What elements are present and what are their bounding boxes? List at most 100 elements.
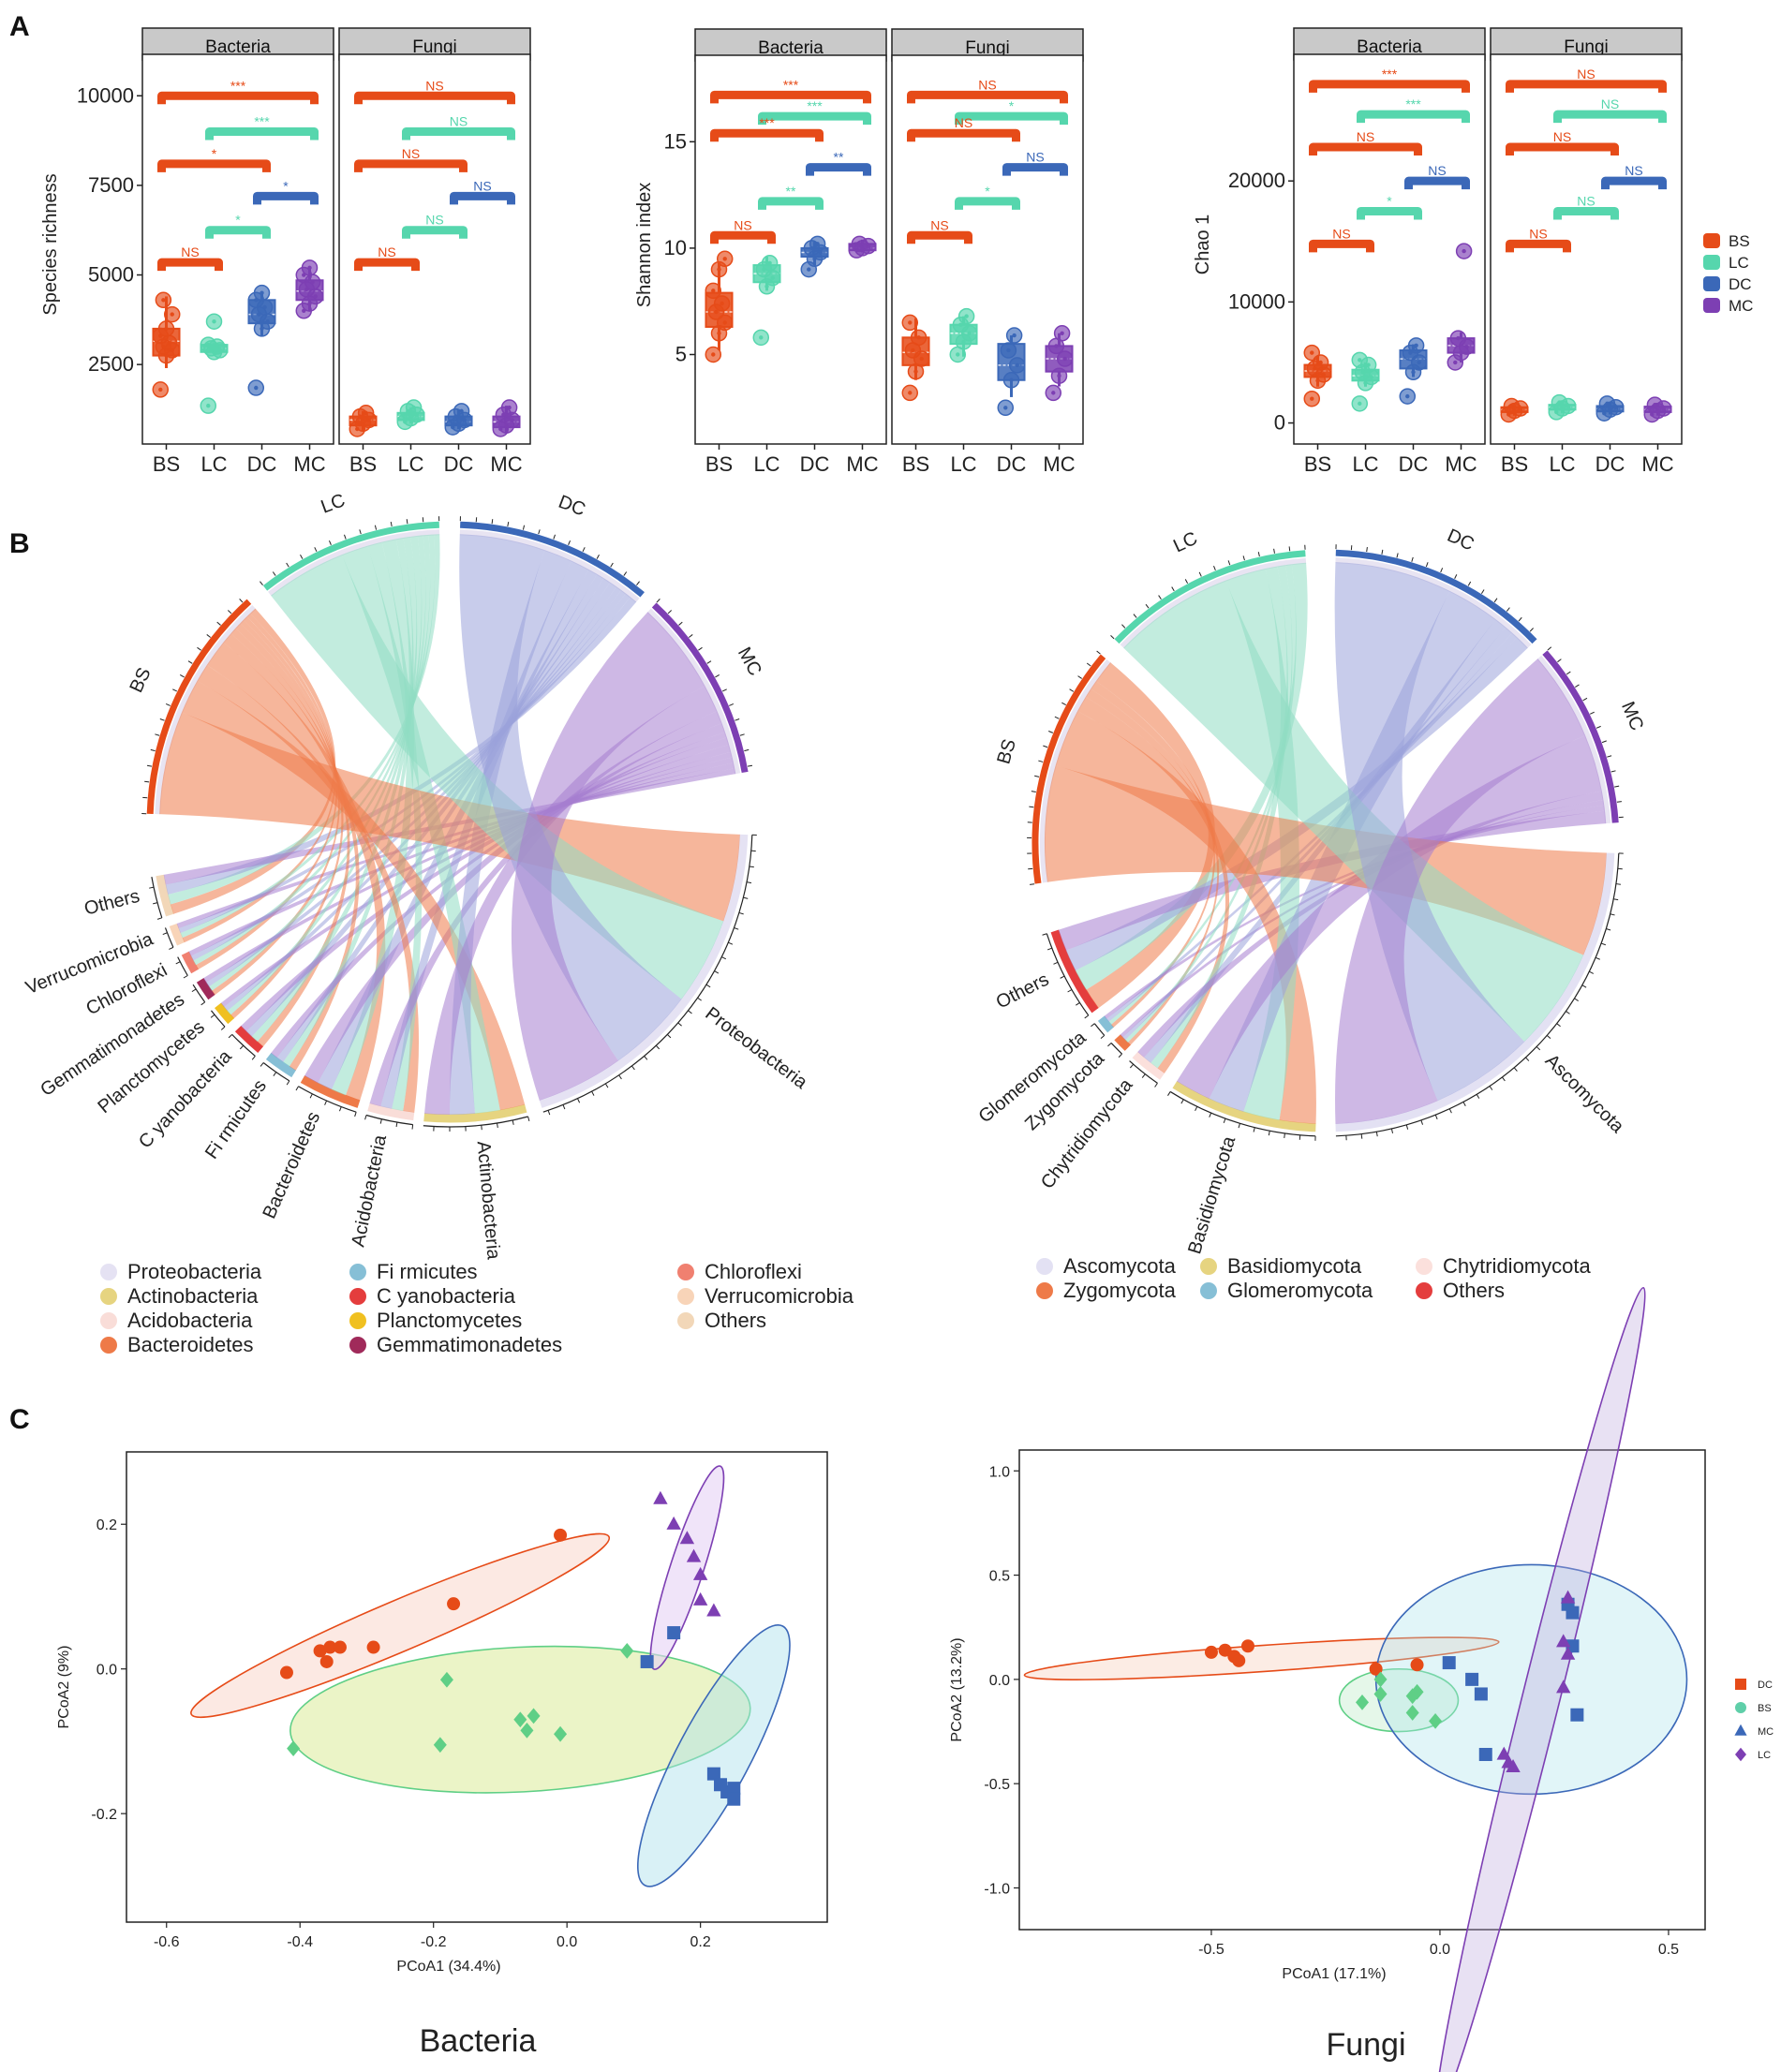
taxon-arc bbox=[1132, 1051, 1165, 1080]
taxon-tick bbox=[749, 866, 754, 868]
point-mc bbox=[706, 1603, 721, 1617]
taxon-arc bbox=[300, 1075, 361, 1108]
significance-bracket bbox=[1309, 80, 1470, 93]
y-tick-label: 10 bbox=[664, 236, 687, 259]
sector-tick bbox=[1227, 560, 1231, 566]
significance-bracket bbox=[907, 128, 1020, 142]
taxon-tick bbox=[354, 1112, 357, 1117]
point-bs bbox=[279, 1665, 293, 1680]
taxon-tick bbox=[1434, 1115, 1438, 1120]
point-mc bbox=[1506, 1758, 1521, 1772]
point-dc bbox=[1570, 1708, 1584, 1722]
sample-point-center bbox=[1414, 343, 1418, 348]
sector-bs bbox=[146, 599, 252, 814]
legend-dot bbox=[349, 1337, 366, 1354]
significance-label: NS bbox=[378, 244, 395, 259]
sample-point-center bbox=[364, 410, 368, 415]
point-mc bbox=[692, 1566, 708, 1580]
sector-label-bs: BS bbox=[993, 737, 1020, 767]
sector-lc bbox=[262, 521, 439, 591]
facet-panel bbox=[1490, 53, 1683, 445]
taxon-arc bbox=[181, 951, 199, 974]
sector-lc bbox=[1114, 550, 1306, 644]
taxon-axis bbox=[231, 1033, 256, 1057]
sector-tick bbox=[374, 525, 378, 530]
legend-dot bbox=[1200, 1282, 1217, 1299]
taxon-axis bbox=[423, 1116, 528, 1128]
sample-point-center bbox=[310, 279, 315, 285]
legend-label-mc: MC bbox=[1729, 297, 1753, 315]
significance-label: * bbox=[985, 184, 990, 199]
plot-frame bbox=[1018, 1449, 1706, 1931]
sector-tick bbox=[1077, 675, 1082, 679]
sector-tick bbox=[1381, 549, 1384, 555]
taxon-tick bbox=[411, 1124, 414, 1130]
sample-point-center bbox=[807, 267, 811, 272]
point-bs bbox=[333, 1640, 347, 1654]
sector-tick bbox=[390, 521, 393, 527]
sector-tick bbox=[144, 780, 150, 783]
legend-label: Bacteroidetes bbox=[127, 1333, 254, 1356]
legend-dot bbox=[1036, 1258, 1053, 1275]
taxon-tick bbox=[1448, 1108, 1452, 1114]
taxon-arc bbox=[1335, 852, 1615, 1132]
significance-label: NS bbox=[425, 213, 443, 228]
sample-point-center bbox=[711, 352, 716, 357]
y-tick-label: -0.2 bbox=[91, 1807, 117, 1823]
sector-tick bbox=[1086, 662, 1091, 667]
legend-label: Basidiomycota bbox=[1227, 1254, 1362, 1278]
sector-dc bbox=[1335, 549, 1537, 644]
x-tick-label: -0.5 bbox=[1198, 1942, 1224, 1958]
panel-label-c: C bbox=[9, 1404, 30, 1435]
sector-track bbox=[1536, 655, 1611, 824]
significance-label: NS bbox=[1428, 163, 1446, 178]
point-lc bbox=[439, 1671, 453, 1688]
taxon-tick bbox=[1107, 1043, 1112, 1047]
sector-tick bbox=[146, 764, 153, 767]
taxon-arc bbox=[169, 923, 186, 946]
taxon-tick bbox=[210, 1014, 215, 1018]
taxon-tick bbox=[577, 1098, 581, 1103]
significance-bracket bbox=[205, 127, 319, 141]
point-mc bbox=[666, 1516, 681, 1530]
significance-bracket bbox=[253, 191, 319, 205]
x-tick-label: 0.0 bbox=[1430, 1942, 1450, 1958]
taxon-tick bbox=[169, 946, 174, 950]
taxon-tick bbox=[1209, 1112, 1212, 1117]
legend-marker bbox=[1735, 1679, 1746, 1690]
taxon-arc bbox=[539, 834, 749, 1108]
legend-dot bbox=[1036, 1282, 1053, 1299]
sample-point-center bbox=[307, 265, 312, 271]
y-axis-label: PCoA2 (9%) bbox=[56, 1646, 72, 1729]
sector-tick bbox=[1145, 603, 1150, 609]
legend-label: Actinobacteria bbox=[127, 1284, 259, 1308]
facet-strip-label: Bacteria bbox=[758, 38, 824, 58]
taxon-tick bbox=[1076, 1002, 1080, 1006]
sector-tick bbox=[1566, 671, 1571, 675]
significance-label: * bbox=[212, 146, 217, 161]
point-dc bbox=[1474, 1687, 1488, 1701]
point-mc bbox=[679, 1531, 695, 1545]
significance-label: *** bbox=[1405, 96, 1421, 111]
y-tick-label: 10000 bbox=[77, 83, 134, 107]
sector-tick bbox=[1595, 725, 1601, 729]
significance-bracket bbox=[710, 230, 776, 244]
y-tick-label: 20000 bbox=[1228, 169, 1285, 192]
legend-dot bbox=[1416, 1282, 1432, 1299]
chord-ribbon bbox=[1335, 659, 1586, 1124]
sample-point-center bbox=[815, 242, 820, 246]
taxon-label: Acidobacteria bbox=[348, 1132, 391, 1249]
sector-tick bbox=[1038, 760, 1044, 762]
taxon-label: Bacteroidetes bbox=[259, 1109, 324, 1222]
chord-ribbon bbox=[1086, 662, 1215, 1009]
taxon-tick bbox=[1525, 1057, 1530, 1061]
sector-tick bbox=[187, 660, 193, 664]
taxon-tick bbox=[1154, 1083, 1158, 1088]
taxon-tick bbox=[239, 1044, 245, 1050]
facet-panel bbox=[141, 53, 334, 445]
taxon-tick bbox=[191, 988, 197, 993]
legend-label: Zygomycota bbox=[1063, 1279, 1177, 1302]
point-dc bbox=[727, 1782, 741, 1796]
taxon-tick bbox=[1360, 1133, 1363, 1139]
x-tick-label: LC bbox=[1352, 452, 1378, 476]
